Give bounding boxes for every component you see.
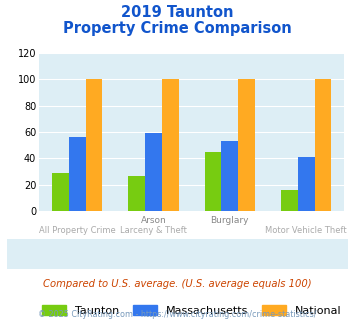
Bar: [145, 133, 162, 211]
Bar: [238, 79, 255, 211]
Text: Burglary: Burglary: [211, 216, 249, 225]
Text: © 2025 CityRating.com - https://www.cityrating.com/crime-statistics/: © 2025 CityRating.com - https://www.city…: [38, 310, 317, 319]
Bar: [129, 176, 145, 211]
Bar: [162, 79, 179, 211]
Text: Compared to U.S. average. (U.S. average equals 100): Compared to U.S. average. (U.S. average …: [43, 279, 312, 289]
Bar: [315, 79, 331, 211]
Bar: [69, 137, 86, 211]
Bar: [52, 173, 69, 211]
Bar: [298, 157, 315, 211]
Bar: [86, 79, 102, 211]
Text: Larceny & Theft: Larceny & Theft: [120, 226, 187, 235]
Bar: [281, 190, 298, 211]
Text: Arson: Arson: [141, 216, 166, 225]
Legend: Taunton, Massachusetts, National: Taunton, Massachusetts, National: [36, 299, 347, 321]
Text: Property Crime Comparison: Property Crime Comparison: [63, 21, 292, 36]
Text: All Property Crime: All Property Crime: [39, 226, 116, 235]
Bar: [222, 141, 238, 211]
Bar: [205, 152, 222, 211]
Text: Motor Vehicle Theft: Motor Vehicle Theft: [266, 226, 347, 235]
Text: 2019 Taunton: 2019 Taunton: [121, 5, 234, 20]
